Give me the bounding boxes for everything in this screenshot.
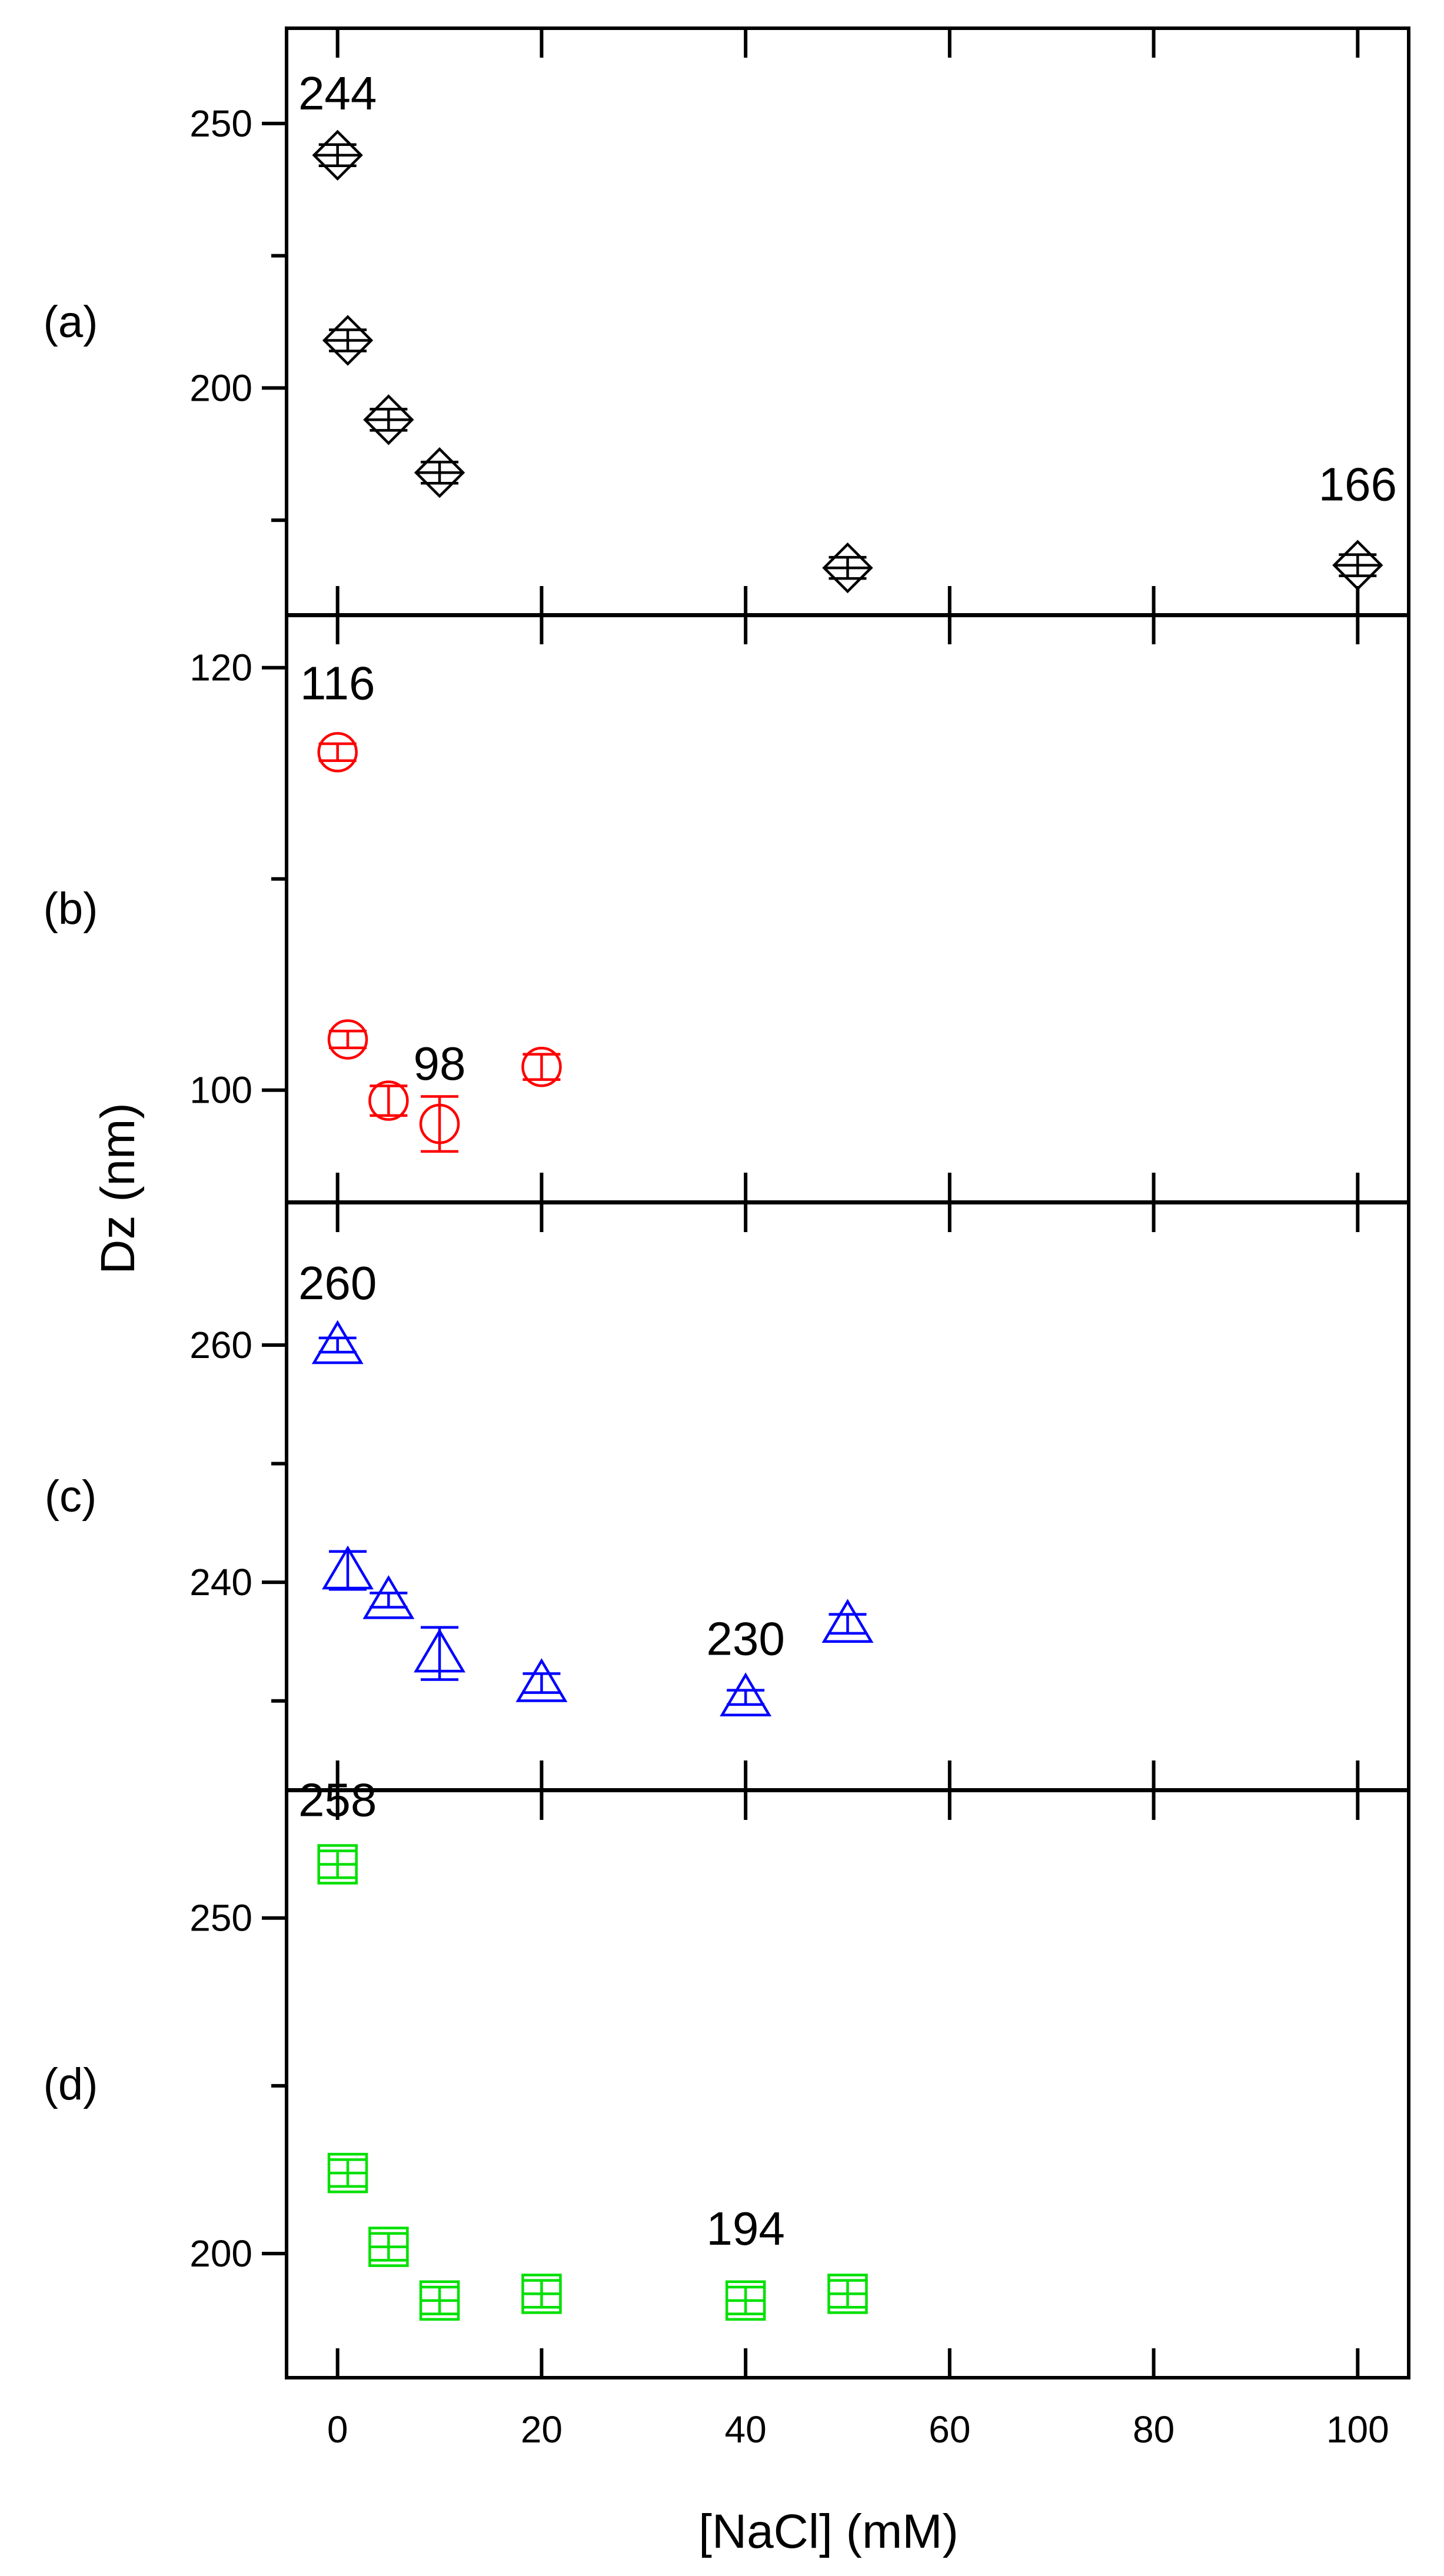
data-point: [317, 732, 358, 773]
y-tick-label: 250: [189, 102, 252, 145]
y-tick-label: 200: [189, 2232, 252, 2275]
y-tick-label: 120: [189, 647, 252, 689]
point-annotation: 116: [300, 657, 375, 709]
data-point: [362, 1575, 415, 1619]
panel-a: 250 200 (a) 244 166: [44, 26, 1410, 617]
data-point: [1332, 540, 1383, 591]
data-point: [515, 1658, 568, 1702]
x-tick-label: 80: [1133, 2408, 1175, 2451]
point-annotation: 258: [298, 1773, 377, 1826]
x-axis-title: [NaCl] (mM): [698, 2505, 959, 2558]
y-tick-label: 240: [189, 1561, 252, 1603]
data-point: [322, 315, 374, 366]
panel-b: 120 100 (b) 116 98: [44, 613, 1410, 1204]
panel-d: 250 200 (d) 258 194: [44, 1773, 1410, 2379]
x-tick-label: 20: [521, 2408, 563, 2451]
point-annotation: 260: [298, 1257, 377, 1309]
x-tick-label: 100: [1326, 2408, 1389, 2451]
x-tick-label: 60: [929, 2408, 970, 2451]
y-tick-label: 200: [189, 367, 252, 409]
data-point: [414, 447, 465, 498]
data-point: [312, 129, 363, 181]
y-tick-label: 260: [189, 1324, 252, 1366]
data-point: [521, 1046, 562, 1087]
data-point: [368, 1080, 409, 1121]
panel-label: (b): [44, 884, 98, 934]
point-annotation: 230: [706, 1613, 784, 1665]
data-point: [322, 1545, 374, 1590]
panel-label: (a): [44, 297, 98, 347]
y-tick-label: 100: [189, 1069, 252, 1111]
point-annotation: 98: [414, 1037, 466, 1090]
data-point: [311, 1320, 364, 1364]
data-point: [327, 1019, 368, 1060]
data-point: [822, 542, 873, 594]
point-annotation: 194: [706, 2202, 784, 2255]
panels-group: 250200(a)244166120100(b)11698260240(c)26…: [44, 26, 1410, 2451]
data-point: [419, 1103, 460, 1144]
data-point: [414, 1628, 465, 1673]
data-point: [363, 394, 414, 445]
y-tick-label: 250: [189, 1897, 252, 1939]
x-tick-label: 40: [725, 2408, 767, 2451]
panel-label: (d): [44, 2059, 98, 2109]
point-annotation: 166: [1319, 458, 1397, 511]
panel-label: (c): [45, 1472, 97, 1522]
x-tick-label: 0: [327, 2408, 348, 2451]
y-axis-title: Dz (nm): [91, 1103, 145, 1274]
point-annotation: 244: [298, 67, 377, 119]
data-point: [720, 1672, 772, 1716]
data-point: [821, 1599, 874, 1643]
